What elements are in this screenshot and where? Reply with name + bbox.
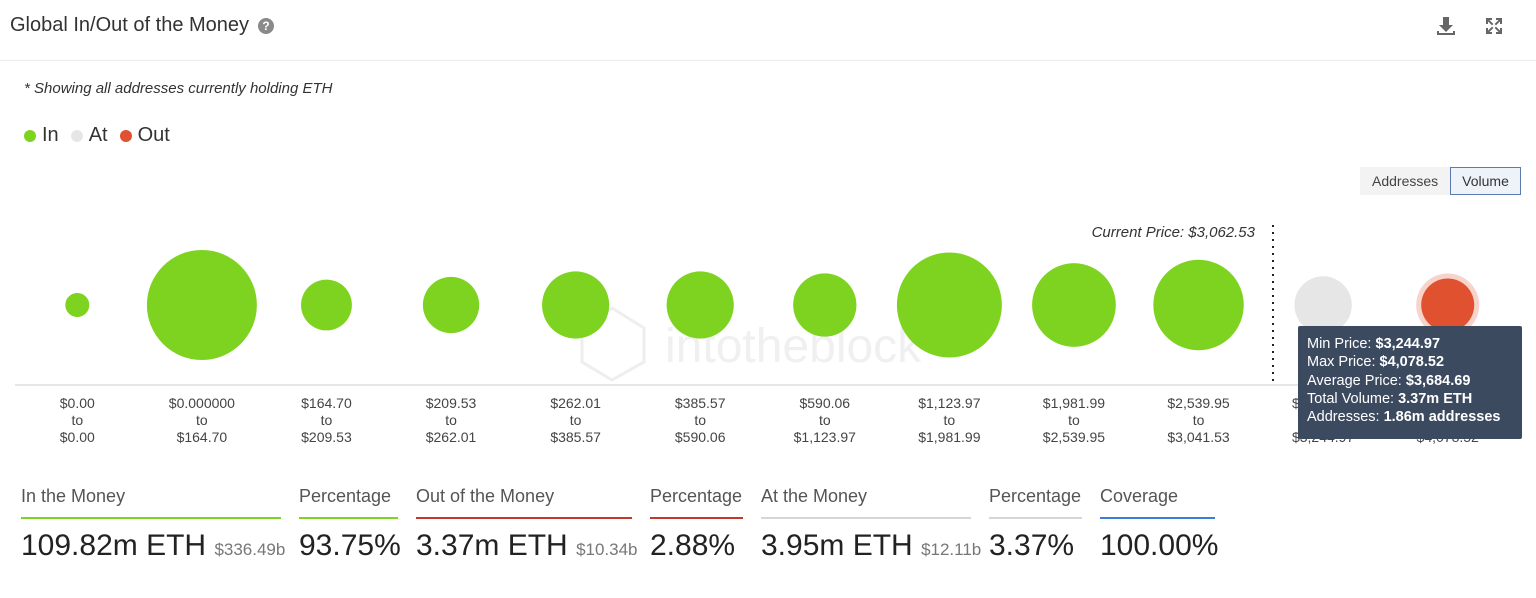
stat-label: At the Money (761, 486, 868, 506)
legend-label-at: At (88, 124, 108, 146)
help-icon[interactable]: ? (258, 18, 274, 34)
widget-title: Global In/Out of the Money (10, 14, 250, 36)
stat-value: 3.37% (989, 529, 1075, 562)
stat-value: 3.37m ETH $10.34b (416, 529, 638, 562)
x-tick-label: to (694, 412, 706, 428)
legend-item-at[interactable]: At (70, 124, 108, 147)
x-tick-label: $590.06 (675, 429, 726, 445)
bubble-in[interactable] (666, 271, 734, 339)
stat-at-the-money: At the Money 3.95m ETH $12.11b (761, 486, 982, 563)
bubble-in[interactable] (422, 276, 480, 334)
x-tick-label: $209.53 (426, 395, 477, 411)
bubble-in[interactable] (793, 273, 857, 337)
stat-value: 2.88% (650, 529, 736, 562)
x-tick-label: $385.57 (675, 395, 726, 411)
x-tick-label: $1,981.99 (1043, 395, 1105, 411)
stat-underline (416, 517, 632, 519)
bubble-at[interactable] (1294, 276, 1352, 334)
x-tick-label: to (321, 412, 333, 428)
stat-underline (299, 517, 398, 519)
x-tick-label: $262.01 (550, 395, 601, 411)
x-tick-label: $1,123.97 (918, 395, 980, 411)
legend-label-in: In (42, 124, 59, 146)
x-tick-label: to (1068, 412, 1080, 428)
x-tick-label: $164.70 (301, 395, 352, 411)
at-dot-icon (70, 129, 83, 142)
x-tick-label: $262.01 (426, 429, 477, 445)
bubble-in[interactable] (1153, 259, 1244, 351)
stat-coverage: Coverage 100.00% (1100, 486, 1219, 563)
current-price-label: Current Price: $3,062.53 (1092, 224, 1256, 241)
stat-out-percentage: Percentage 2.88% (650, 486, 743, 563)
stat-label: Percentage (650, 486, 743, 506)
stat-label: Coverage (1100, 486, 1179, 506)
x-tick-label: $209.53 (301, 429, 352, 445)
legend-item-out[interactable]: Out (119, 124, 170, 147)
x-tick-label: $2,539.95 (1167, 395, 1229, 411)
x-tick-label: $385.57 (550, 429, 601, 445)
stat-label: Percentage (989, 486, 1082, 506)
x-tick-label: to (71, 412, 83, 428)
bubble-in[interactable] (65, 293, 90, 317)
stat-underline (21, 517, 281, 519)
stat-label: Out of the Money (416, 486, 555, 506)
x-tick-label: to (196, 412, 208, 428)
stat-value: 93.75% (299, 529, 401, 562)
widget-header: Global In/Out of the Money ? (0, 0, 1536, 61)
x-tick-label: $0.00 (60, 395, 95, 411)
x-tick-label: $0.00 (60, 429, 95, 445)
stat-value: 109.82m ETH $336.49b (21, 529, 286, 562)
tooltip-min-price: Min Price: $3,244.97 (1307, 336, 1441, 352)
x-tick-label: $2,539.95 (1043, 429, 1105, 445)
bubble-in[interactable] (146, 250, 257, 360)
stat-underline (650, 517, 743, 519)
bubble-tooltip: Min Price: $3,244.97 Max Price: $4,078.5… (1298, 326, 1522, 439)
stat-underline (1100, 517, 1215, 519)
expand-icon[interactable] (1482, 14, 1506, 38)
tooltip-max-price: Max Price: $4,078.52 (1307, 354, 1445, 371)
stat-value: 100.00% (1100, 529, 1219, 562)
x-tick-label: $1,981.99 (918, 429, 980, 445)
stat-at-percentage: Percentage 3.37% (989, 486, 1082, 563)
x-tick-label: to (1193, 412, 1205, 428)
bubble-in[interactable] (301, 279, 352, 331)
download-icon[interactable] (1434, 14, 1458, 38)
stat-in-percentage: Percentage 93.75% (299, 486, 401, 563)
x-tick-label: to (570, 412, 582, 428)
bubble-in[interactable] (1032, 263, 1116, 347)
stat-label: In the Money (21, 486, 126, 506)
stat-value: 3.95m ETH $12.11b (761, 529, 982, 562)
legend-item-in[interactable]: In (24, 124, 59, 147)
x-tick-label: $164.70 (177, 429, 228, 445)
legend: In At Out (24, 124, 170, 147)
legend-label-out: Out (137, 124, 170, 146)
x-tick-label: $1,123.97 (794, 429, 856, 445)
stat-label: Percentage (299, 486, 392, 506)
stat-underline (989, 517, 1082, 519)
x-tick-label: to (944, 412, 956, 428)
bubble-out[interactable] (1421, 278, 1475, 332)
stat-out-of-the-money: Out of the Money 3.37m ETH $10.34b (416, 486, 638, 563)
tooltip-average-price: Average Price: $3,684.69 (1307, 372, 1471, 389)
tooltip-addresses: Addresses: 1.86m addresses (1307, 409, 1501, 426)
x-tick-label: to (445, 412, 457, 428)
holding-note: * Showing all addresses currently holdin… (24, 80, 333, 97)
out-dot-icon (119, 129, 132, 142)
stat-in-the-money: In the Money 109.82m ETH $336.49b (21, 486, 286, 563)
metric-toggle: Addresses Volume (1360, 167, 1521, 195)
x-tick-label: $0.000000 (169, 395, 235, 411)
x-tick-label: $590.06 (799, 395, 850, 411)
x-tick-label: to (819, 412, 831, 428)
stat-underline (761, 517, 971, 519)
volume-toggle-button[interactable]: Volume (1450, 167, 1521, 195)
bubble-in[interactable] (542, 271, 610, 339)
in-dot-icon (24, 129, 36, 142)
bubble-in[interactable] (896, 252, 1002, 358)
watermark-logo-icon (580, 306, 646, 382)
tooltip-total-volume: Total Volume: 3.37m ETH (1307, 390, 1473, 407)
addresses-toggle-button[interactable]: Addresses (1360, 167, 1451, 195)
x-tick-label: $3,041.53 (1167, 429, 1229, 445)
